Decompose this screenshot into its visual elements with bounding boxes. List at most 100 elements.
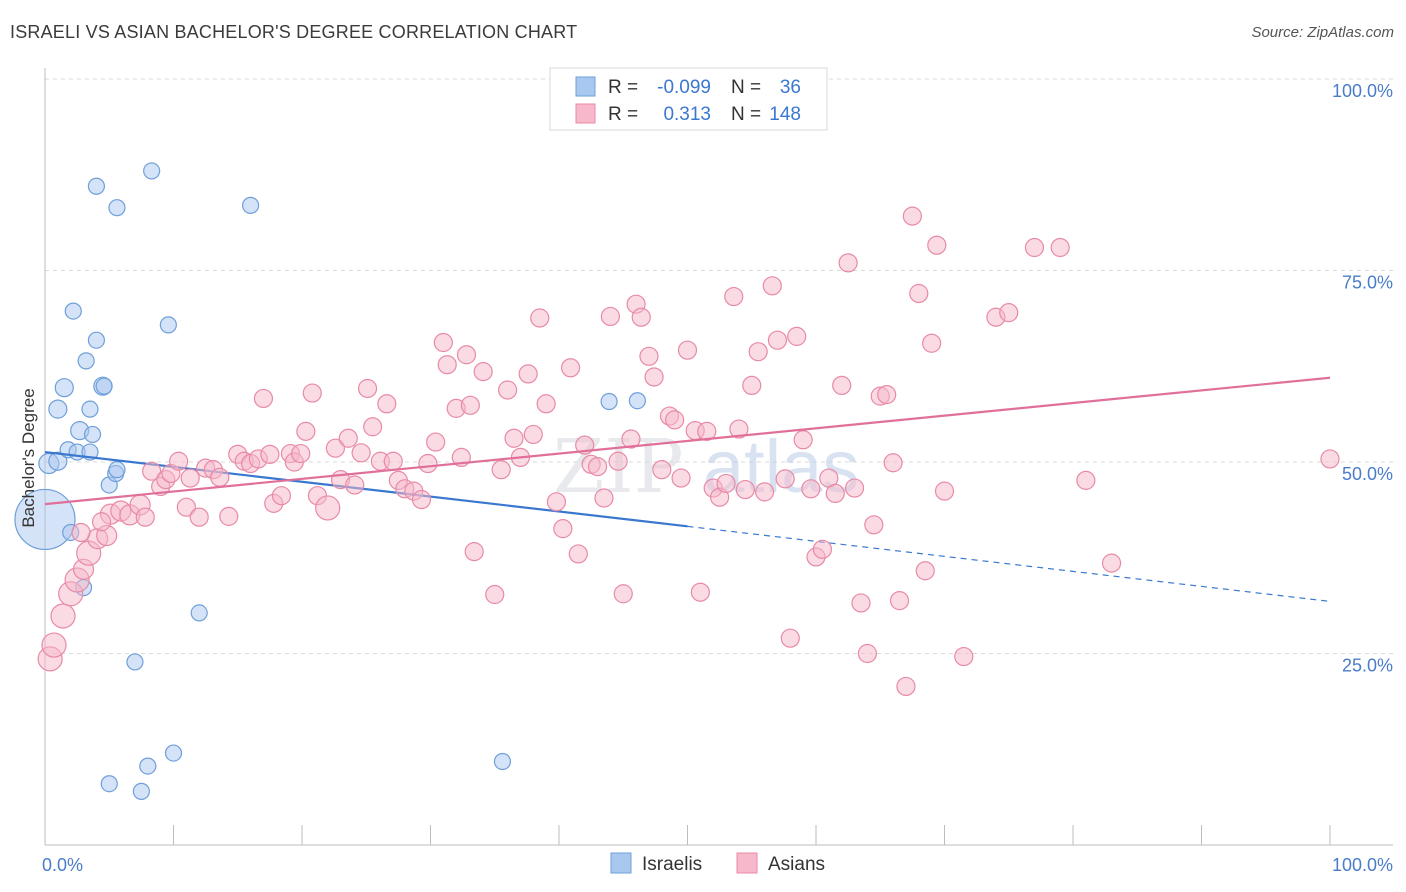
data-point bbox=[1050, 237, 1070, 258]
trend-line-extension bbox=[687, 525, 1331, 603]
data-point bbox=[729, 419, 749, 439]
data-point bbox=[95, 377, 113, 395]
data-point bbox=[456, 345, 477, 365]
data-point bbox=[1101, 553, 1122, 573]
data-point bbox=[518, 364, 538, 384]
legend-n-value: 148 bbox=[769, 104, 801, 125]
data-point bbox=[50, 603, 76, 629]
data-point bbox=[485, 584, 505, 605]
data-point bbox=[426, 432, 446, 452]
data-point bbox=[716, 473, 736, 494]
data-point bbox=[748, 342, 768, 362]
data-point bbox=[742, 375, 762, 395]
data-point bbox=[621, 429, 641, 449]
series-asians bbox=[37, 206, 1340, 697]
data-point bbox=[639, 346, 659, 366]
data-point bbox=[260, 444, 280, 464]
data-point bbox=[81, 400, 99, 418]
data-point bbox=[889, 591, 910, 611]
legend-n-value: 36 bbox=[780, 77, 801, 98]
data-point bbox=[1024, 237, 1045, 258]
data-point bbox=[1076, 470, 1096, 490]
data-point bbox=[594, 488, 614, 508]
data-point bbox=[357, 378, 378, 399]
data-point bbox=[345, 475, 365, 495]
data-point bbox=[464, 542, 484, 562]
data-point bbox=[608, 451, 628, 471]
legend-r-value: 0.313 bbox=[663, 104, 711, 125]
data-point bbox=[568, 544, 588, 564]
data-point bbox=[857, 643, 878, 664]
data-point bbox=[628, 392, 646, 410]
data-point bbox=[877, 384, 897, 405]
data-point bbox=[71, 522, 91, 543]
data-point bbox=[652, 460, 672, 480]
data-point bbox=[896, 676, 916, 697]
data-point bbox=[851, 593, 871, 613]
data-point bbox=[665, 410, 685, 430]
data-point bbox=[934, 481, 955, 501]
legend-box bbox=[549, 67, 828, 131]
legend-r-label: R = bbox=[608, 77, 638, 98]
data-point bbox=[210, 467, 230, 487]
data-point bbox=[1320, 449, 1340, 469]
legend-swatch-israelis bbox=[575, 76, 596, 97]
data-point bbox=[87, 177, 106, 195]
data-point bbox=[108, 461, 126, 479]
data-point bbox=[296, 421, 316, 441]
data-point bbox=[142, 461, 162, 481]
data-point bbox=[767, 330, 788, 350]
y-tick-label: 75.0% bbox=[1342, 273, 1393, 293]
data-point bbox=[325, 438, 346, 458]
data-point bbox=[697, 421, 717, 441]
data-point bbox=[108, 199, 126, 217]
data-point bbox=[915, 561, 935, 581]
data-point bbox=[302, 383, 322, 403]
data-point bbox=[189, 507, 209, 527]
data-point bbox=[143, 162, 161, 180]
data-point bbox=[491, 460, 511, 480]
data-point bbox=[253, 388, 274, 409]
data-point bbox=[190, 604, 208, 622]
data-point bbox=[671, 468, 691, 488]
bottom-legend-swatch-asians bbox=[736, 852, 758, 874]
data-point bbox=[631, 307, 651, 327]
data-point bbox=[902, 206, 922, 226]
data-point bbox=[864, 515, 884, 535]
data-point bbox=[504, 428, 524, 448]
data-point bbox=[801, 479, 821, 499]
legend-n-label: N = bbox=[731, 104, 761, 125]
data-point bbox=[291, 443, 311, 464]
data-point bbox=[754, 482, 775, 502]
data-point bbox=[77, 352, 95, 370]
data-point bbox=[493, 752, 512, 771]
chart-title: ISRAELI VS ASIAN BACHELOR'S DEGREE CORRE… bbox=[10, 22, 578, 42]
series-israelis bbox=[14, 162, 646, 800]
trend-line-asians bbox=[44, 376, 1331, 506]
data-point bbox=[999, 303, 1019, 323]
data-point bbox=[460, 395, 480, 415]
data-point bbox=[271, 486, 292, 506]
data-point bbox=[883, 453, 903, 473]
x-tick-label-min: 0.0% bbox=[42, 855, 83, 875]
data-point bbox=[775, 469, 795, 489]
data-point bbox=[437, 355, 457, 375]
data-point bbox=[762, 276, 782, 296]
data-point bbox=[498, 380, 518, 400]
data-point bbox=[600, 306, 621, 327]
data-point bbox=[411, 489, 432, 510]
data-point bbox=[87, 331, 106, 349]
data-point bbox=[536, 394, 556, 414]
data-point bbox=[832, 375, 852, 395]
data-point bbox=[825, 483, 845, 504]
data-point bbox=[838, 253, 858, 273]
data-point bbox=[553, 519, 573, 539]
x-tick-label-max: 100.0% bbox=[1332, 855, 1393, 875]
data-point bbox=[242, 196, 260, 214]
data-point bbox=[54, 378, 74, 398]
data-point bbox=[351, 443, 371, 463]
correlation-legend: R = -0.099 N = 36 R = 0.313 N = 148 bbox=[549, 67, 828, 131]
data-point bbox=[473, 362, 493, 382]
data-point bbox=[844, 478, 865, 498]
